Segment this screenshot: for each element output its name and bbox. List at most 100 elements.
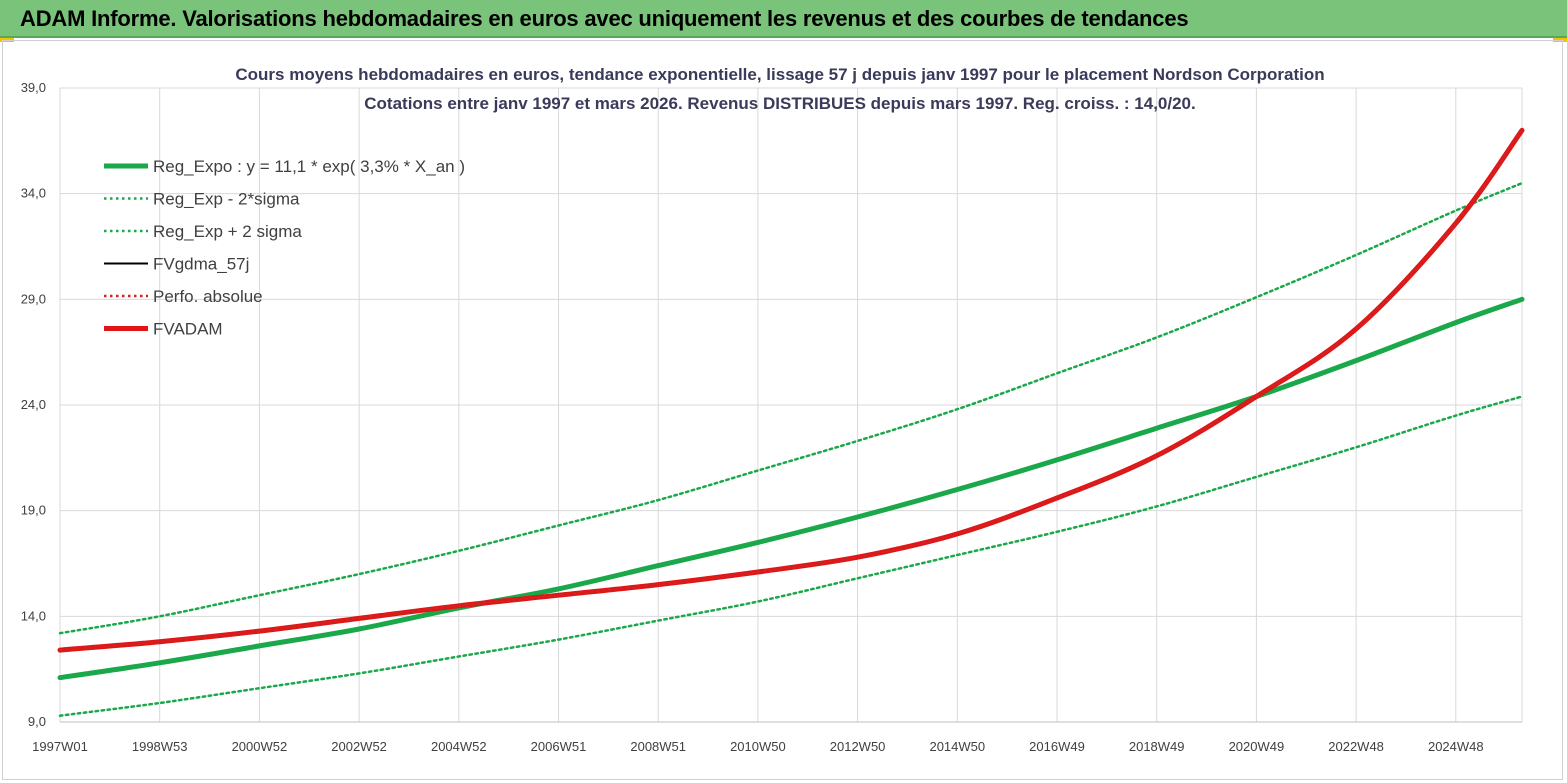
series-1-point [59,715,61,717]
series-line-2 [58,181,1524,635]
series-2-point [1156,337,1158,339]
chart-subtitle: Cotations entre janv 1997 et mars 2026. … [364,94,1195,113]
series [57,127,1525,717]
series-4-point [59,649,61,651]
series-2-point [957,408,959,410]
series-2-point [558,525,560,527]
series-2-point [1521,182,1523,184]
series-2-point [857,440,859,442]
series-2-point [458,550,460,552]
y-tick-label: 9,0 [28,714,46,729]
series-4-point [1355,328,1357,330]
series-0-point [957,489,959,491]
series-1-point [358,673,360,675]
series-2-point [1355,254,1357,256]
x-tick-label: 1998W53 [132,739,188,754]
x-tick-label: 2014W50 [929,739,985,754]
series-1-point [957,554,959,556]
x-tick-label: 2022W48 [1328,739,1384,754]
gridlines [59,87,1523,723]
x-tick-label: 2004W52 [431,739,487,754]
series-4-point [857,556,859,558]
series-1-point [1355,446,1357,448]
series-1-point [657,620,659,622]
x-tick-label: 2000W52 [232,739,288,754]
series-0-point [757,542,759,544]
series-0-point [558,588,560,590]
series-4-point [558,594,560,596]
series-1-point [857,577,859,579]
series-2-point [1256,296,1258,298]
series-1-point [1056,531,1058,533]
title-banner: ADAM Informe. Valorisations hebdomadaire… [0,0,1567,38]
series-0-point [259,645,261,647]
series-1-point [1455,415,1457,417]
y-tick-label: 14,0 [21,608,46,623]
legend-label: FVADAM [153,320,223,339]
x-tick-label: 2016W49 [1029,739,1085,754]
series-4-point [1521,129,1523,131]
y-tick-label: 29,0 [21,291,46,306]
series-line-4 [58,129,1524,652]
x-tick-label: 2018W49 [1129,739,1185,754]
x-tick-label: 2020W49 [1229,739,1285,754]
chart-title: Cours moyens hebdomadaires en euros, ten… [235,65,1324,84]
series-4-point [159,641,161,643]
series-2-point [1455,210,1457,212]
series-2-point [259,594,261,596]
axes: 9,0 14,0 19,0 24,0 29,0 34,0 39,0 1997W01 1998W5… [21,80,1522,754]
series-0-point [1455,322,1457,324]
series-line-0 [57,296,1525,681]
series-1-point [757,601,759,603]
legend-label: Perfo. absolue [153,287,263,306]
x-tick-label: 2024W48 [1428,739,1484,754]
chart-frame [2,40,1563,780]
series-1-point [458,656,460,658]
series-1-point [1256,476,1258,478]
legend-label: Reg_Exp + 2 sigma [153,222,302,241]
series-1-point [1521,396,1523,398]
series-0-point [1521,299,1523,301]
legend-label: Reg_Exp - 2*sigma [153,190,300,209]
series-2-point [757,470,759,472]
x-tick-label: 2002W52 [331,739,387,754]
banner-title: ADAM Informe. Valorisations hebdomadaire… [20,6,1189,31]
series-4-point [259,630,261,632]
y-tick-label: 34,0 [21,186,46,201]
series-2-point [59,632,61,634]
series-2-point [358,573,360,575]
series-2-point [159,616,161,618]
series-1-point [159,702,161,704]
series-4-point [757,571,759,573]
series-4-point [1156,455,1158,457]
series-4-point [358,618,360,620]
series-0-point [1156,427,1158,429]
x-tick-label: 1997W01 [32,739,88,754]
series-0-point [657,565,659,567]
series-4-point [1056,497,1058,499]
series-4-point [1256,396,1258,398]
y-tick-label: 24,0 [21,397,46,412]
series-2-point [657,499,659,501]
y-tick-label: 39,0 [21,80,46,95]
legend: Reg_Expo : y = 11,1 * exp( 3,3% * X_an )… [104,157,465,339]
x-tick-label: 2010W50 [730,739,786,754]
series-1-point [558,639,560,641]
series-1-point [259,687,261,689]
series-0-point [857,516,859,518]
series-4-point [957,533,959,535]
legend-label: Reg_Expo : y = 11,1 * exp( 3,3% * X_an ) [153,157,465,176]
x-tick-label: 2012W50 [830,739,886,754]
series-0-point [159,662,161,664]
legend-label: FVgdma_57j [153,255,249,274]
series-1-point [1156,506,1158,508]
series-4-point [458,605,460,607]
series-0-point [59,677,61,679]
series-2-point [1056,373,1058,375]
series-0-point [1355,360,1357,362]
x-tick-label: 2006W51 [531,739,587,754]
series-4-point [657,584,659,586]
series-0-point [358,628,360,630]
y-tick-label: 19,0 [21,503,46,518]
